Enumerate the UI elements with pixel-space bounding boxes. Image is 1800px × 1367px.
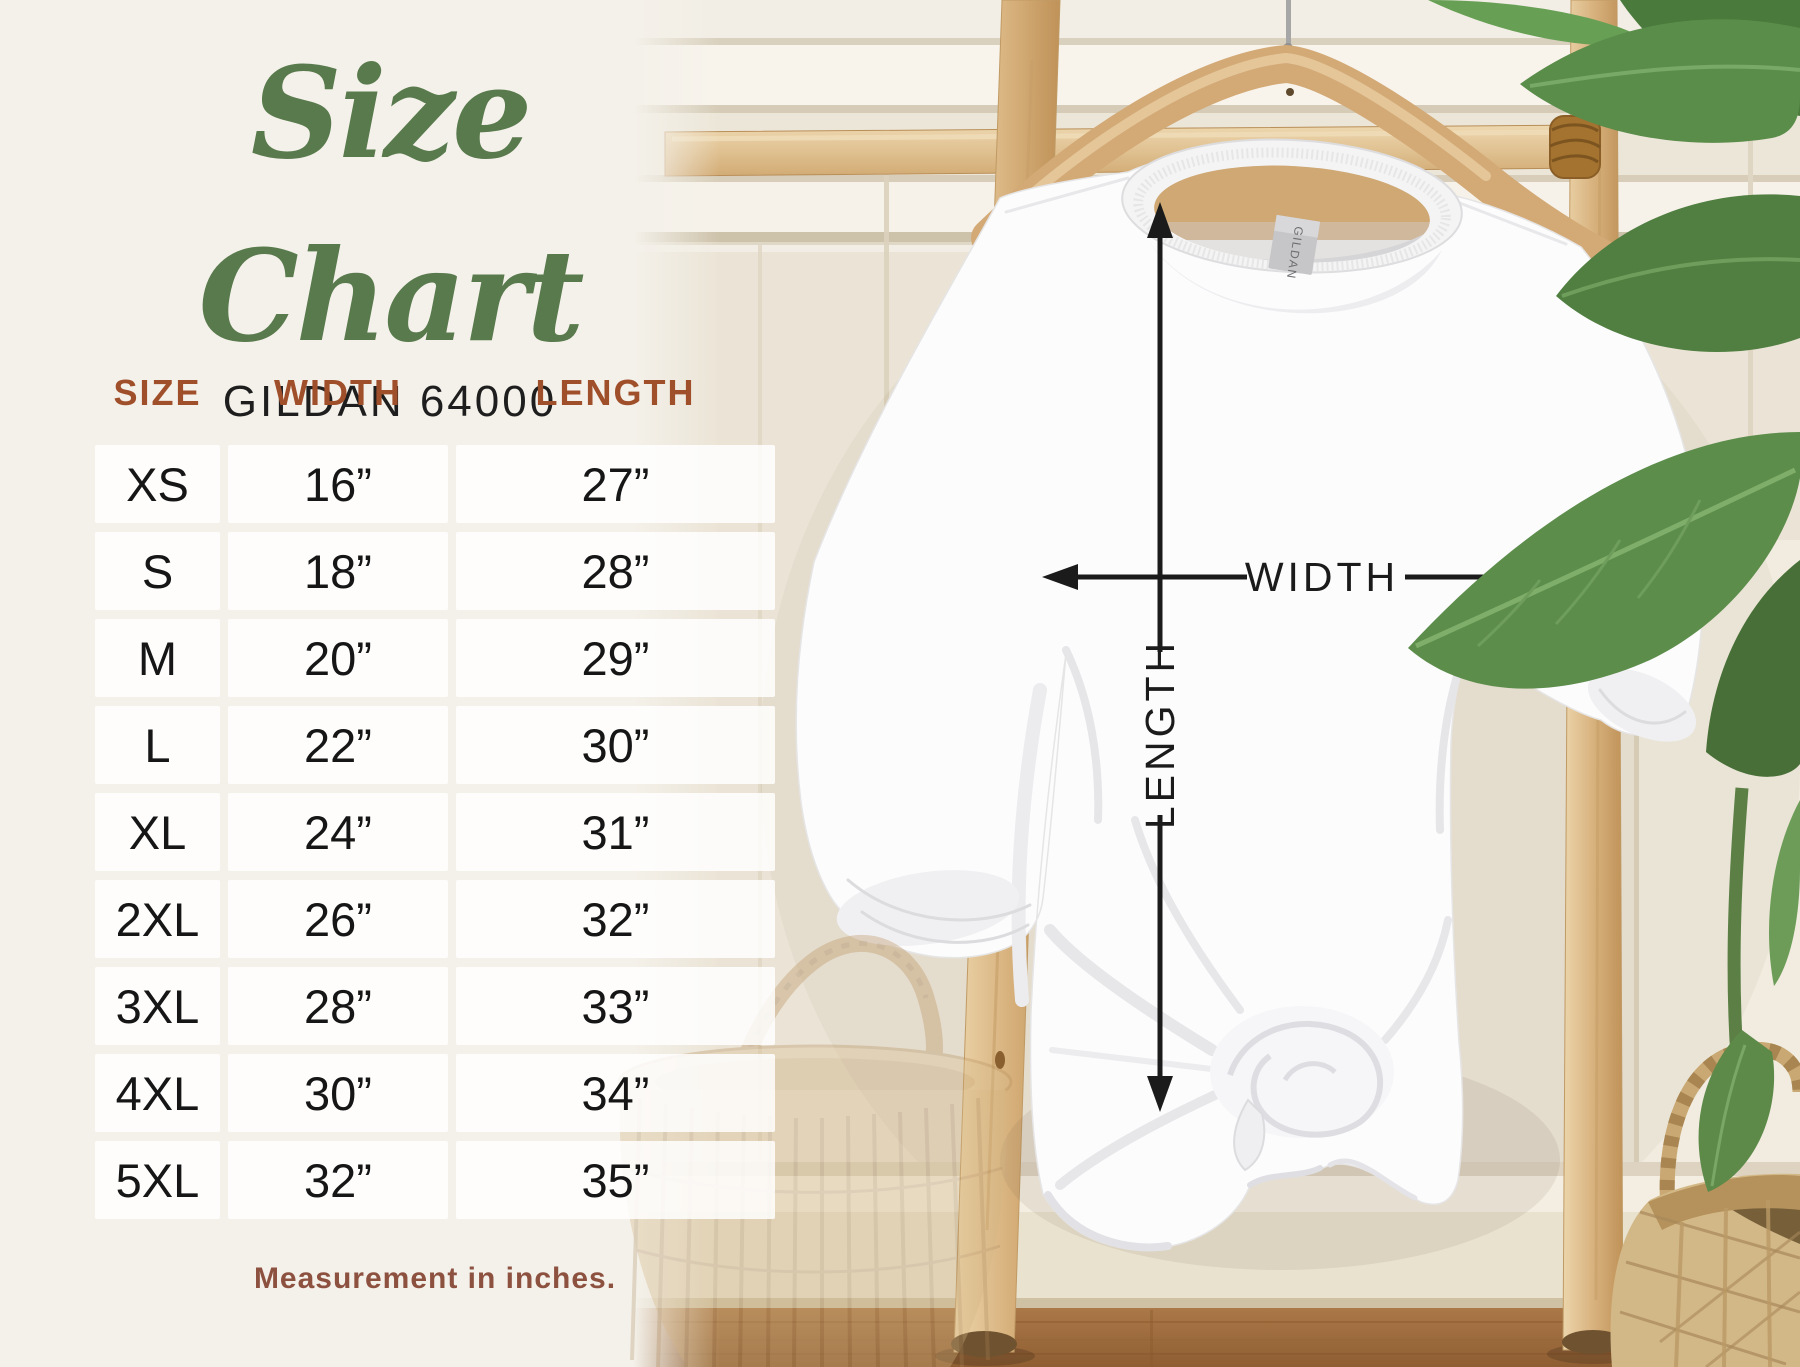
shirt-knot bbox=[1210, 1006, 1394, 1172]
length-cell: 34” bbox=[456, 1054, 775, 1132]
measurement-note: Measurement in inches. bbox=[253, 1262, 617, 1295]
length-cell: 35” bbox=[456, 1141, 775, 1219]
size-cell: 5XL bbox=[95, 1141, 220, 1219]
width-cell: 22” bbox=[228, 706, 448, 784]
length-label: LENGTH bbox=[1137, 639, 1183, 829]
size-cell: S bbox=[95, 532, 220, 610]
product-subtitle: GILDAN 64000 bbox=[222, 377, 558, 427]
plant-leaves bbox=[1408, 0, 1800, 1192]
table-rows: XS 16” 27” S 18” 28” M 20” 29” L 22” 30” XL 24” 31” 2XL… bbox=[95, 445, 775, 1219]
hanger-hook bbox=[1286, 0, 1291, 46]
size-cell: M bbox=[95, 619, 220, 697]
wooden-hanger bbox=[971, 0, 1653, 293]
woven-basket bbox=[1610, 1041, 1800, 1367]
title-block: Size Chart GILDAN 64000 bbox=[60, 22, 720, 427]
length-cell: 33” bbox=[456, 967, 775, 1045]
size-cell: 3XL bbox=[95, 967, 220, 1045]
length-cell: 28” bbox=[456, 532, 775, 610]
width-cell: 32” bbox=[228, 1141, 448, 1219]
size-cell: L bbox=[95, 706, 220, 784]
brand-tag: GILDAN bbox=[1268, 214, 1321, 281]
width-cell: 24” bbox=[228, 793, 448, 871]
size-cell: 4XL bbox=[95, 1054, 220, 1132]
width-cell: 28” bbox=[228, 967, 448, 1045]
length-cell: 30” bbox=[456, 706, 775, 784]
width-cell: 20” bbox=[228, 619, 448, 697]
rope-wrap bbox=[1549, 115, 1601, 179]
size-cell: XL bbox=[95, 793, 220, 871]
header-size: SIZE bbox=[113, 372, 202, 413]
width-cell: 30” bbox=[228, 1054, 448, 1132]
length-cell: 32” bbox=[456, 880, 775, 958]
width-label: WIDTH bbox=[1245, 554, 1399, 600]
size-cell: XS bbox=[95, 445, 220, 523]
fabric-folds bbox=[836, 176, 1697, 1252]
shirt-collar: GILDAN bbox=[1121, 138, 1463, 281]
size-cell: 2XL bbox=[95, 880, 220, 958]
header-length: LENGTH bbox=[535, 372, 696, 413]
length-cell: 31” bbox=[456, 793, 775, 871]
table-header: SIZE WIDTH LENGTH bbox=[95, 372, 775, 414]
width-cell: 16” bbox=[228, 445, 448, 523]
width-cell: 26” bbox=[228, 880, 448, 958]
header-width: WIDTH bbox=[274, 372, 402, 413]
length-cell: 29” bbox=[456, 619, 775, 697]
page-title: Size Chart bbox=[198, 39, 584, 370]
length-cell: 27” bbox=[456, 445, 775, 523]
width-cell: 18” bbox=[228, 532, 448, 610]
tshirt-photo: GILDAN bbox=[795, 138, 1704, 1270]
